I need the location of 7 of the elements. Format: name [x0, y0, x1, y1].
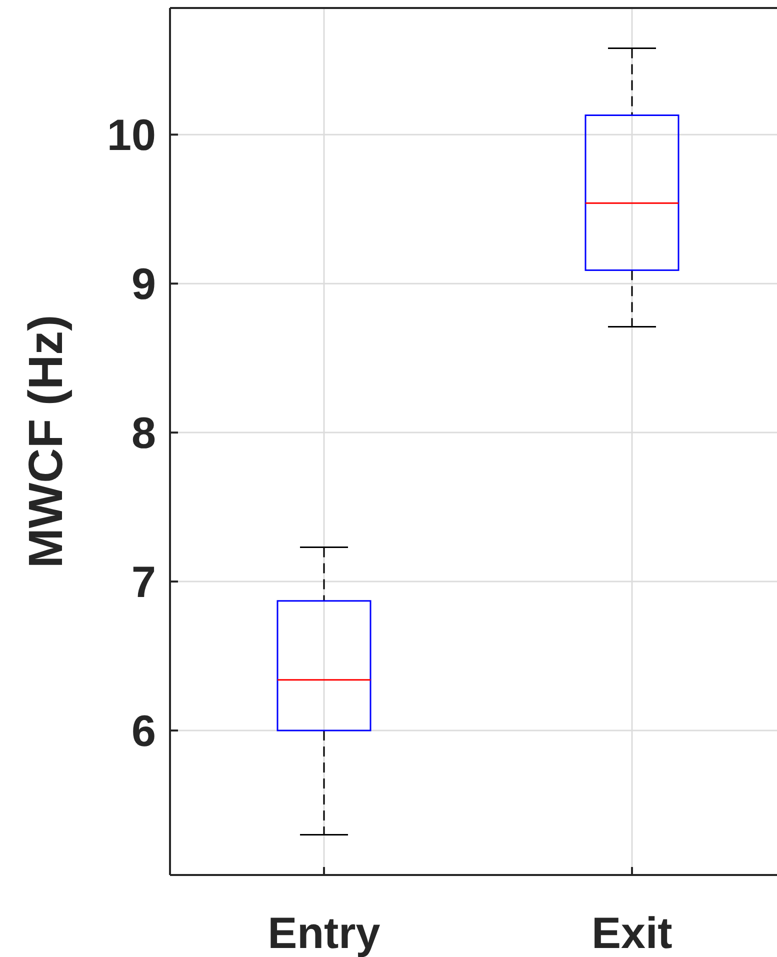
y-tick-label: 10 — [107, 111, 156, 160]
y-tick-label: 9 — [132, 260, 156, 309]
x-tick-label: Exit — [592, 909, 673, 957]
y-axis-title: MWCF (Hz) — [20, 314, 73, 568]
y-tick-label: 8 — [132, 408, 156, 458]
y-tick-label: 6 — [132, 706, 156, 756]
y-tick-label: 7 — [132, 558, 156, 607]
